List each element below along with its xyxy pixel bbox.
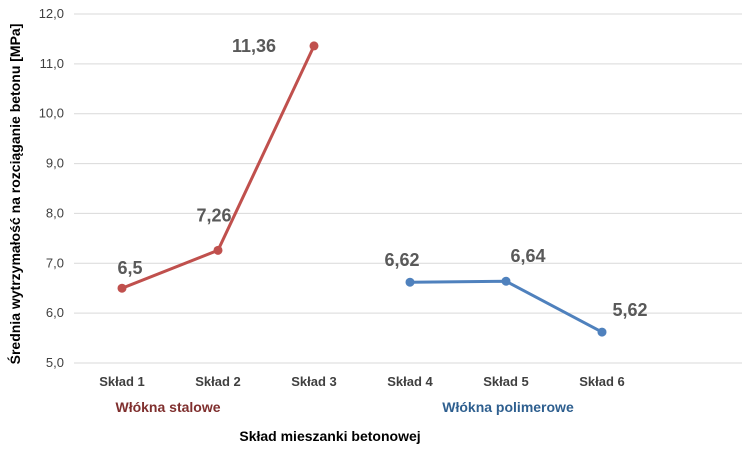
series-line (408, 279, 604, 334)
data-label: 5,62 (612, 300, 647, 320)
y-tick-label: 7,0 (46, 255, 64, 270)
x-tick-label: Skład 6 (579, 374, 625, 389)
x-tick-label: Skład 2 (195, 374, 241, 389)
y-tick-label: 5,0 (46, 355, 64, 370)
group-label-steel-fibers: Włókna stalowe (115, 399, 220, 415)
x-tick-label: Skład 3 (291, 374, 337, 389)
y-axis-title: Średnia wytrzymałość na rozciąganie beto… (6, 24, 23, 365)
y-tick-label: 11,0 (40, 56, 64, 71)
y-tick-label: 8,0 (46, 205, 64, 220)
y-tick-label: 6,0 (46, 305, 64, 320)
y-tick-label: 12,0 (39, 6, 64, 21)
x-tick-label: Skład 1 (99, 374, 145, 389)
data-label: 11,36 (232, 36, 276, 56)
data-label: 6,62 (384, 250, 419, 270)
data-label: 6,64 (510, 246, 545, 266)
data-point (405, 277, 415, 287)
y-tick-label: 9,0 (46, 156, 64, 171)
x-axis-title: Skład mieszanki betonowej (239, 428, 420, 444)
x-tick-label: Skład 5 (483, 374, 529, 389)
x-tick-label: Skład 4 (387, 374, 433, 389)
data-labels: 6,5 7,26 11,36 6,62 6,64 5,62 (117, 36, 647, 320)
data-point (309, 41, 319, 51)
data-label: 6,5 (117, 258, 142, 278)
data-point (213, 245, 223, 255)
group-label-polymer-fibers: Włókna polimerowe (442, 399, 574, 415)
x-axis-ticks: Skład 1 Skład 2 Skład 3 Skład 4 Skład 5 Skład… (99, 374, 625, 389)
y-axis-ticks: 5,0 6,0 7,0 8,0 9,0 10,0 11,0 12,0 (39, 6, 64, 370)
data-label: 7,26 (196, 205, 231, 225)
data-point (501, 276, 511, 286)
y-tick-label: 10,0 (39, 106, 64, 121)
series (117, 41, 607, 337)
data-point (597, 327, 607, 337)
data-point (117, 283, 127, 293)
